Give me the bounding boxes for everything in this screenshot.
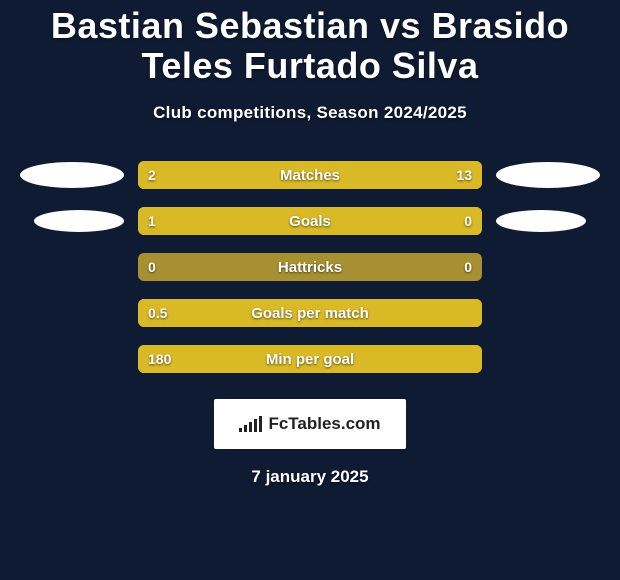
right-oval-slot: [496, 210, 600, 232]
subtitle: Club competitions, Season 2024/2025: [0, 103, 620, 123]
stat-bar: 0 0Hattricks: [138, 253, 482, 281]
right-oval-slot: [496, 162, 600, 188]
stat-left-value: 0: [148, 253, 156, 281]
date-label: 7 january 2025: [0, 467, 620, 487]
stat-bar: 180Min per goal: [138, 345, 482, 373]
logo-text: FcTables.com: [268, 414, 380, 434]
stat-bar-right-seg: [406, 207, 482, 235]
stat-bar: 213Matches: [138, 161, 482, 189]
stat-rows: 213Matches 10Goals 0 0Hattricks 0.5Goals per…: [0, 161, 620, 373]
left-oval-slot: [20, 162, 124, 188]
stat-row: 0 0Hattricks: [0, 253, 620, 281]
stat-label: Hattricks: [138, 253, 482, 281]
stat-bar-left-seg: [138, 299, 482, 327]
stat-row: 213Matches: [0, 161, 620, 189]
stat-bar-left-seg: [138, 161, 183, 189]
stat-row: 180Min per goal: [0, 345, 620, 373]
stat-bar: 0.5Goals per match: [138, 299, 482, 327]
stat-bar-left-seg: [138, 345, 482, 373]
stat-right-value: 0: [464, 253, 472, 281]
player-left-marker: [20, 162, 124, 188]
stat-bar-right-seg: [183, 161, 482, 189]
page-title: Bastian Sebastian vs Brasido Teles Furta…: [0, 0, 620, 85]
logo-bars-icon: [239, 416, 262, 432]
stat-row: 10Goals: [0, 207, 620, 235]
player-right-marker: [496, 210, 586, 232]
stat-row: 0.5Goals per match: [0, 299, 620, 327]
stat-bar-left-seg: [138, 207, 406, 235]
fctables-logo: FcTables.com: [214, 399, 406, 449]
player-right-marker: [496, 162, 600, 188]
player-left-marker: [34, 210, 124, 232]
left-oval-slot: [20, 210, 124, 232]
stat-bar: 10Goals: [138, 207, 482, 235]
